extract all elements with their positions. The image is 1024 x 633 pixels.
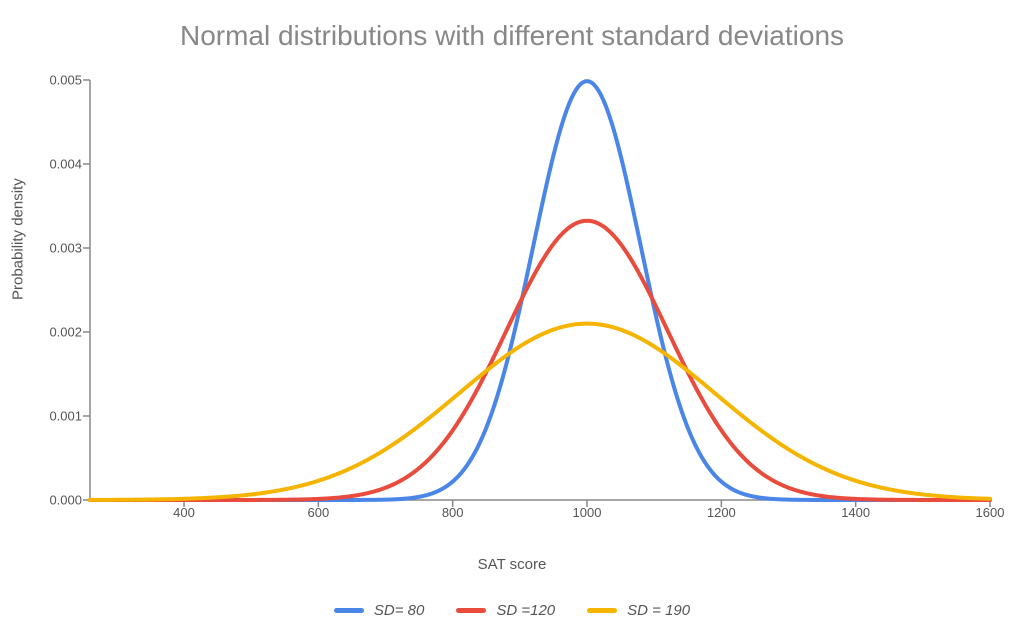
x-tick-label: 1200 [707,505,736,520]
x-tick-label: 400 [173,505,195,520]
x-tick-label: 1600 [976,505,1005,520]
legend-swatch [587,608,617,613]
legend-label: SD= 80 [374,602,424,619]
y-tick-label: 0.002 [22,325,82,340]
x-tick-label: 1400 [841,505,870,520]
legend-item: SD =120 [456,602,555,619]
x-tick-label: 600 [307,505,329,520]
y-tick-label: 0.000 [22,493,82,508]
series-line [90,221,990,500]
y-axis-ticks: 0.0000.0010.0020.0030.0040.005 [20,80,90,500]
series-line [90,81,990,500]
chart-svg [90,80,990,500]
chart-container: Normal distributions with different stan… [0,0,1024,633]
chart-title: Normal distributions with different stan… [0,20,1024,52]
x-axis-label: SAT score [0,556,1024,573]
y-tick-label: 0.005 [22,73,82,88]
legend-item: SD = 190 [587,602,690,619]
legend-label: SD =120 [496,602,555,619]
legend-swatch [334,608,364,613]
series-line [90,324,990,500]
axes [90,80,990,500]
x-tick-label: 800 [442,505,464,520]
y-tick-label: 0.001 [22,409,82,424]
x-axis-ticks: 4006008001000120014001600 [90,505,990,525]
plot-area [90,80,990,500]
legend: SD= 80 SD =120 SD = 190 [0,600,1024,619]
legend-label: SD = 190 [627,602,690,619]
legend-item: SD= 80 [334,602,424,619]
y-tick-label: 0.004 [22,157,82,172]
x-tick-label: 1000 [573,505,602,520]
y-tick-label: 0.003 [22,241,82,256]
legend-swatch [456,608,486,613]
